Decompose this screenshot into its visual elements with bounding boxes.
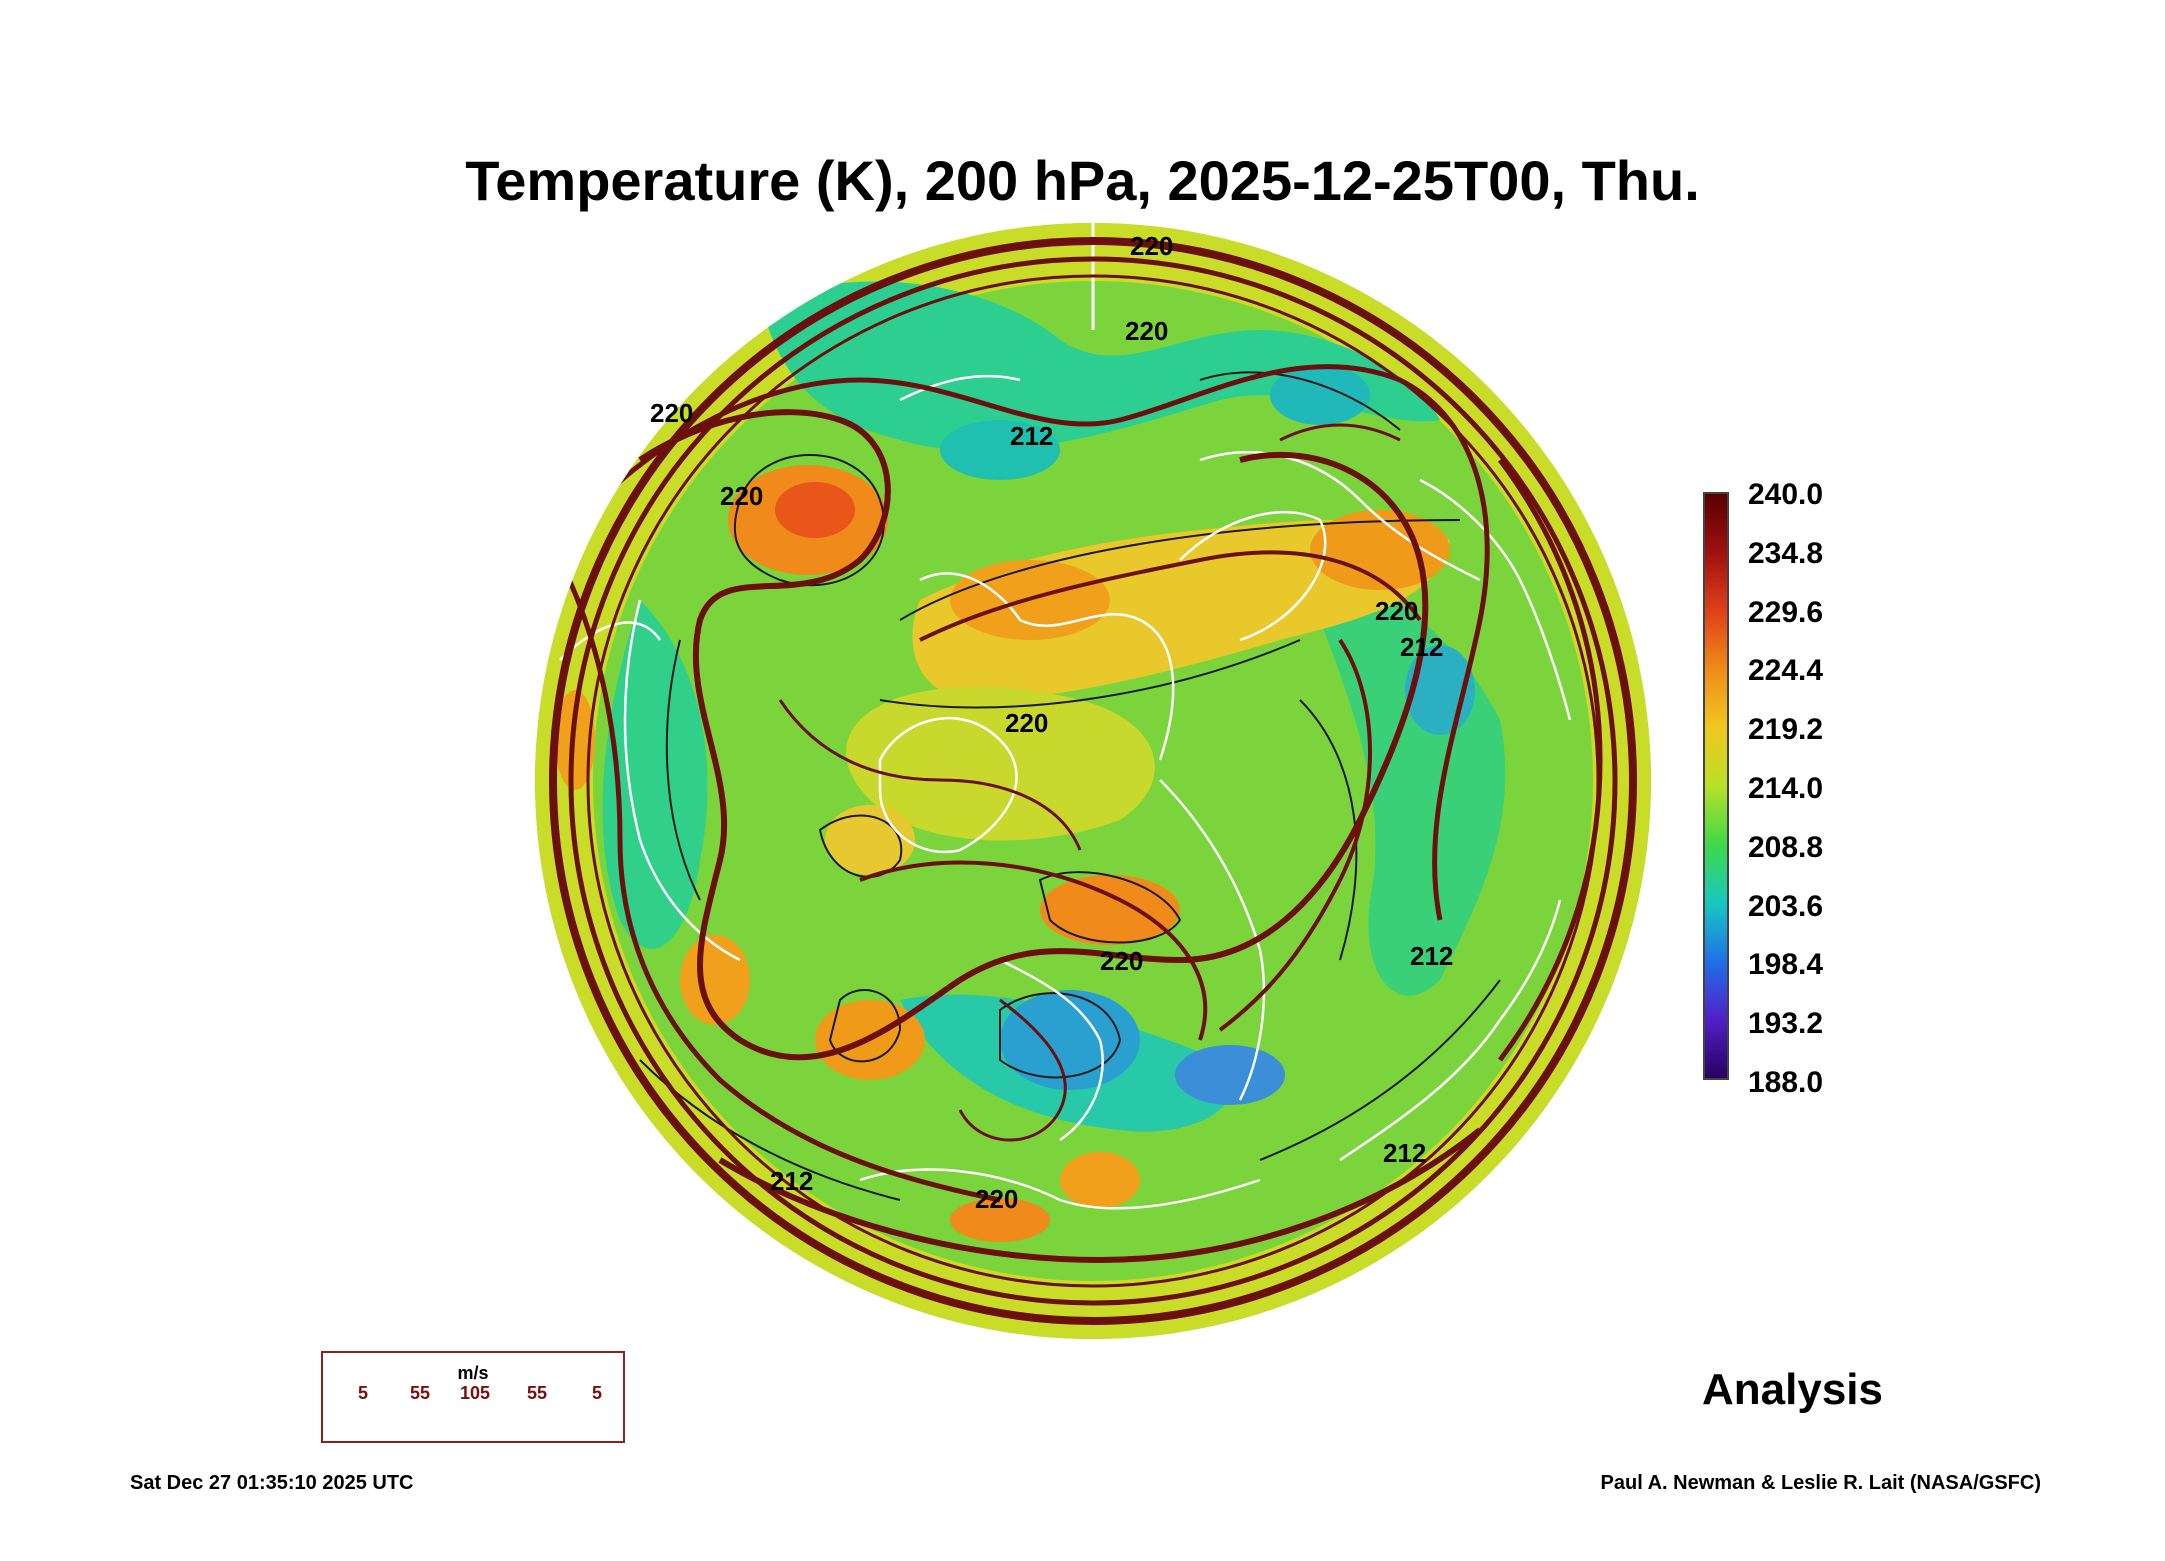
analysis-label: Analysis: [1702, 1365, 1883, 1414]
streamline: [718, 1127, 1482, 1264]
colorbar-tick-label: 198.4: [1748, 948, 1824, 982]
contour-label: 220: [1125, 316, 1168, 346]
hot-spot-northeast: [1310, 510, 1450, 590]
contour-line: [828, 989, 902, 1063]
hot-spot-central: [1040, 875, 1180, 945]
coastline: [1179, 511, 1327, 642]
colorbar: [1703, 492, 1729, 1080]
temperature-field: [535, 223, 1651, 1339]
coastline: [1339, 899, 1562, 1162]
streamline: [557, 558, 1001, 1203]
wind-legend-value: 5: [357, 1383, 369, 1403]
hot-spot-south-2: [1060, 1152, 1140, 1208]
contour-line: [999, 992, 1122, 1079]
coastline: [919, 572, 1175, 761]
colorbar-tick-label: 224.4: [1748, 654, 1824, 688]
cool-region-west: [602, 600, 708, 949]
coastline: [623, 599, 741, 962]
jet-ring-outer: [549, 237, 1637, 1325]
wind-legend-unit: m/s: [457, 1363, 489, 1383]
contour-line: [818, 814, 903, 878]
temperature-contours: [639, 371, 1501, 1201]
contour-line: [899, 519, 1461, 621]
streamline: [859, 860, 1208, 1041]
coastline: [1199, 450, 1481, 582]
streamline: [919, 550, 1422, 642]
wind-legend-value: 5: [591, 1383, 603, 1403]
cold-spot-southeast: [1175, 1045, 1285, 1105]
contour-label: 220: [975, 1184, 1018, 1214]
contour-label: 220: [1130, 231, 1173, 261]
contour-line: [879, 639, 1301, 709]
streamline: [638, 409, 1429, 1061]
colorbar-tick-label: 193.2: [1748, 1007, 1824, 1041]
colorbar-tick-label: 208.8: [1748, 830, 1824, 864]
credit: Paul A. Newman & Leslie R. Lait (NASA/GS…: [1600, 1472, 2041, 1494]
cold-spot-northeast: [1270, 365, 1370, 425]
warm-band-polar: [846, 686, 1155, 841]
colorbar-tick-label: 219.2: [1748, 713, 1824, 747]
coastline: [1159, 779, 1266, 1101]
contour-line: [1299, 699, 1358, 961]
colorbar-tick-label: 203.6: [1748, 889, 1824, 923]
coastline: [878, 716, 1018, 854]
cold-spot-north: [940, 420, 1060, 480]
coastline: [899, 374, 1021, 402]
contour-label: 212: [1010, 421, 1053, 451]
colorbar-tick-label: 240.0: [1748, 478, 1824, 511]
hot-spot-northwest-core: [775, 482, 855, 538]
contour-label: 212: [770, 1166, 813, 1196]
coastline: [859, 1168, 1261, 1210]
cold-spot-south: [1000, 990, 1140, 1090]
wind-streamlines: [549, 237, 1637, 1325]
contour-label: 212: [1383, 1138, 1426, 1168]
warm-spot-center: [825, 805, 915, 875]
contour-line: [1038, 871, 1182, 944]
coastlines: [559, 374, 1572, 1210]
contour-line: [1199, 371, 1401, 431]
coastline: [1419, 478, 1572, 721]
colorbar-tick-label: 214.0: [1748, 772, 1824, 805]
contour-line: [1259, 979, 1501, 1161]
streamline: [1218, 638, 1372, 1032]
hot-spot-south: [950, 1198, 1050, 1242]
contour-label: 220: [650, 398, 693, 428]
timestamp: Sat Dec 27 01:35:10 2025 UTC: [130, 1472, 414, 1494]
colorbar-gradient: [1705, 494, 1727, 1078]
contour-labels: 220 220 220 220 220 220 220 220 212 212 …: [650, 231, 1453, 1214]
wind-legend-value: 55: [526, 1383, 548, 1403]
chart-title: Temperature (K), 200 hPa, 2025-12-25T00,…: [465, 149, 1700, 212]
streamline: [778, 699, 1082, 851]
wind-legend-value: 105: [459, 1383, 491, 1403]
streamline: [1497, 458, 1603, 1062]
colorbar-tick-label: 234.8: [1748, 536, 1824, 570]
colorbar-tick-label: 229.6: [1748, 595, 1824, 629]
contour-line: [665, 639, 701, 901]
contour-label: 212: [1410, 941, 1453, 971]
jet-ring-2: [568, 256, 1618, 1306]
contour-label: 212: [1400, 632, 1443, 662]
contour-label: 220: [1005, 708, 1048, 738]
contour-label: 220: [720, 481, 763, 511]
contour-label: 220: [1100, 946, 1143, 976]
cool-region-north: [760, 281, 1440, 451]
coastline: [999, 958, 1104, 1142]
contour-label: 220: [1375, 596, 1418, 626]
streamline: [958, 998, 1067, 1142]
contour-line: [733, 454, 885, 587]
wind-legend-value: 55: [409, 1383, 431, 1403]
colorbar-tick-label: 188.0: [1748, 1066, 1824, 1099]
streamline: [1279, 423, 1401, 442]
streamline: [598, 364, 1490, 921]
wind-legend: m/s 5 55 105 55 5: [321, 1351, 625, 1443]
